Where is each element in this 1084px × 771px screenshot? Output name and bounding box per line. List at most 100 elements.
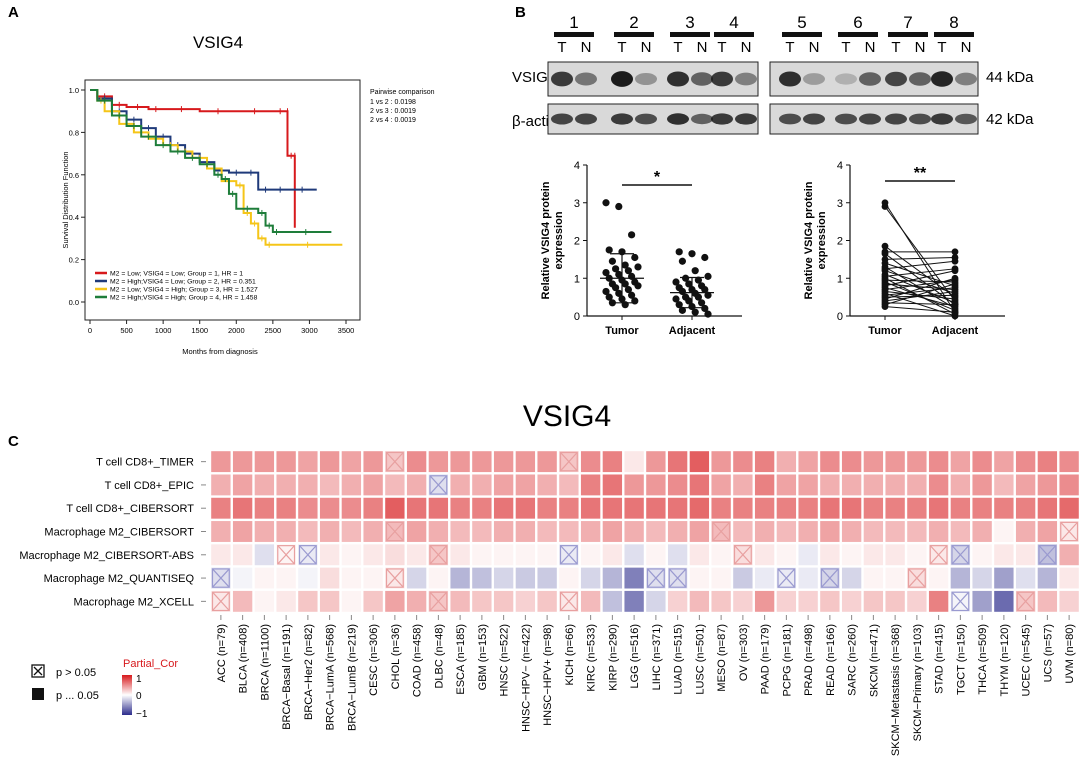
heatmap-cross-box-5-20 <box>646 568 665 588</box>
heatmap-cell-1-7 <box>363 474 383 496</box>
heatmap: VSIG4 T cell CD8+_TIMER T cell CD8+_EPIC T… <box>19 400 1079 756</box>
heatmap-cell-0-38 <box>1037 451 1058 473</box>
km-title: VSIG4 <box>193 33 243 52</box>
heatmap-cell-5-33 <box>928 567 949 589</box>
km-legend-label-3: M2 = Low; VSIG4 = High; Group = 3, HR = … <box>110 287 258 294</box>
heatmap-cell-6-18 <box>602 590 623 612</box>
heatmap-cross-6-37 <box>1017 592 1034 611</box>
lane-N-7: N <box>915 39 926 56</box>
heatmap-cell-4-32 <box>907 544 927 566</box>
band-vsig4-15 <box>931 71 953 87</box>
km-legend-label-2: M2 = High;VSIG4 = Low; Group = 2, HR = 0… <box>110 279 256 286</box>
scatter-point-adjacent-4 <box>691 267 699 275</box>
heatmap-cell-5-39 <box>1059 567 1079 589</box>
heatmap-cell-2-32 <box>907 497 927 519</box>
band-actin-7 <box>711 113 733 125</box>
heatmap-cell-6-23 <box>711 590 731 612</box>
lane-T-4: T <box>717 39 726 56</box>
heatmap-row-label-4: Macrophage M2_CIBERSORT-ABS <box>19 550 194 562</box>
heatmap-cell-4-19 <box>624 544 644 566</box>
paired-category-0: Tumor <box>868 325 902 337</box>
heatmap-cell-4-8 <box>385 544 405 566</box>
heatmap-cell-5-23 <box>711 567 731 589</box>
band-vsig4-8 <box>735 72 757 86</box>
km-x-axis: 0 500 1000 1500 2000 2500 3000 3500 <box>88 320 354 335</box>
heatmap-cell-5-9 <box>406 567 427 589</box>
heatmap-cell-2-8 <box>385 497 405 519</box>
heatmap-cell-3-33 <box>928 521 949 542</box>
legend-nonsig-cross <box>33 666 43 676</box>
heatmap-col-label-22: LUSC (n=501) <box>694 624 706 695</box>
heatmap-cross-5-20 <box>647 569 665 588</box>
heatmap-cell-1-31 <box>885 474 905 496</box>
heatmap-cell-5-18 <box>602 567 623 589</box>
heatmap-cell-0-5 <box>319 451 340 473</box>
paired-point-tumor-1 <box>881 203 889 210</box>
paired-line-11 <box>884 268 956 277</box>
heatmap-cell-6-8 <box>385 590 405 612</box>
heatmap-cell-1-17 <box>580 474 601 496</box>
heatmap-cell-2-30 <box>863 497 884 519</box>
band-vsig4-12 <box>859 72 881 86</box>
heatmap-cross-box-4-38 <box>1038 545 1057 565</box>
heatmap-cell-3-6 <box>341 521 362 542</box>
heatmap-cell-2-13 <box>493 497 514 519</box>
scatter-plot: 0 1 2 3 4 Relative VSIG4 proteinexpression Tum… <box>540 160 742 337</box>
km-ytick-label-5: 1.0 <box>69 86 79 95</box>
heatmap-cell-1-0 <box>211 474 231 496</box>
heatmap-cell-0-34 <box>950 451 971 473</box>
heatmap-cell-1-16 <box>559 474 579 496</box>
legend-cor-tick-2: −1 <box>136 709 148 720</box>
heatmap-col-label-31: SKCM−Metastasis (n=368) <box>890 624 902 756</box>
paired-line-8 <box>884 260 956 270</box>
heatmap-cell-4-1 <box>232 544 253 566</box>
heatmap-cell-5-12 <box>472 567 492 589</box>
band-vsig4-10 <box>803 73 825 85</box>
heatmap-cell-5-2 <box>254 567 275 589</box>
band-vsig4-6 <box>691 72 713 86</box>
panel-label-a: A <box>8 4 19 21</box>
heatmap-row-label-0: T cell CD8+_TIMER <box>96 457 194 469</box>
lane-number-6: 6 <box>853 13 862 32</box>
band-vsig4-9 <box>779 71 801 87</box>
heatmap-cell-2-39 <box>1059 497 1079 519</box>
heatmap-cell-3-32 <box>907 521 927 542</box>
heatmap-col-label-9: COAD (n=458) <box>412 624 424 697</box>
paired-line-16 <box>884 270 956 287</box>
heatmap-cell-0-2 <box>254 451 275 473</box>
heatmap-col-label-24: OV (n=303) <box>738 624 750 681</box>
km-ytick-label-4: 0.8 <box>69 128 79 137</box>
lane-number-5: 5 <box>797 13 806 32</box>
heatmap-cell-0-10 <box>428 451 449 473</box>
heatmap-cross-box-5-28 <box>820 568 839 588</box>
heatmap-cell-5-3 <box>276 567 296 589</box>
heatmap-cross-4-4 <box>299 545 317 564</box>
heatmap-cell-4-26 <box>776 544 797 566</box>
heatmap-cell-6-13 <box>493 590 514 612</box>
heatmap-cell-1-18 <box>602 474 623 496</box>
scatter-point-tumor-5 <box>631 253 639 262</box>
heatmap-cell-4-37 <box>1015 544 1036 566</box>
paired-line-5 <box>884 256 956 260</box>
km-ytick-label-0: 0.0 <box>69 298 79 307</box>
heatmap-cell-6-3 <box>276 590 296 612</box>
heatmap-cell-5-15 <box>537 567 557 589</box>
heatmap-col-label-11: ESCA (n=185) <box>455 624 467 695</box>
heatmap-cross-box-4-3 <box>277 545 296 565</box>
km-pairwise-3: 2 vs 4 : 0.0019 <box>370 117 416 124</box>
paired-point-adjacent-3 <box>951 248 959 256</box>
scatter-point-adjacent-26 <box>691 308 699 316</box>
heatmap-cell-3-36 <box>994 521 1014 542</box>
km-pairwise-1: 1 vs 2 : 0.0198 <box>370 99 416 106</box>
scatter-point-adjacent-5 <box>704 272 712 280</box>
scatter-point-adjacent-16 <box>704 291 712 299</box>
heatmap-cell-6-35 <box>972 590 992 612</box>
heatmap-cell-2-24 <box>733 497 753 519</box>
km-ytick-label-2: 0.4 <box>69 213 79 222</box>
heatmap-cell-2-26 <box>776 497 797 519</box>
heatmap-cell-0-11 <box>450 451 470 473</box>
legend-cor-tick-1: 0 <box>136 691 142 702</box>
lane-bar-7 <box>888 32 928 37</box>
lane-number-1: 1 <box>569 13 578 32</box>
